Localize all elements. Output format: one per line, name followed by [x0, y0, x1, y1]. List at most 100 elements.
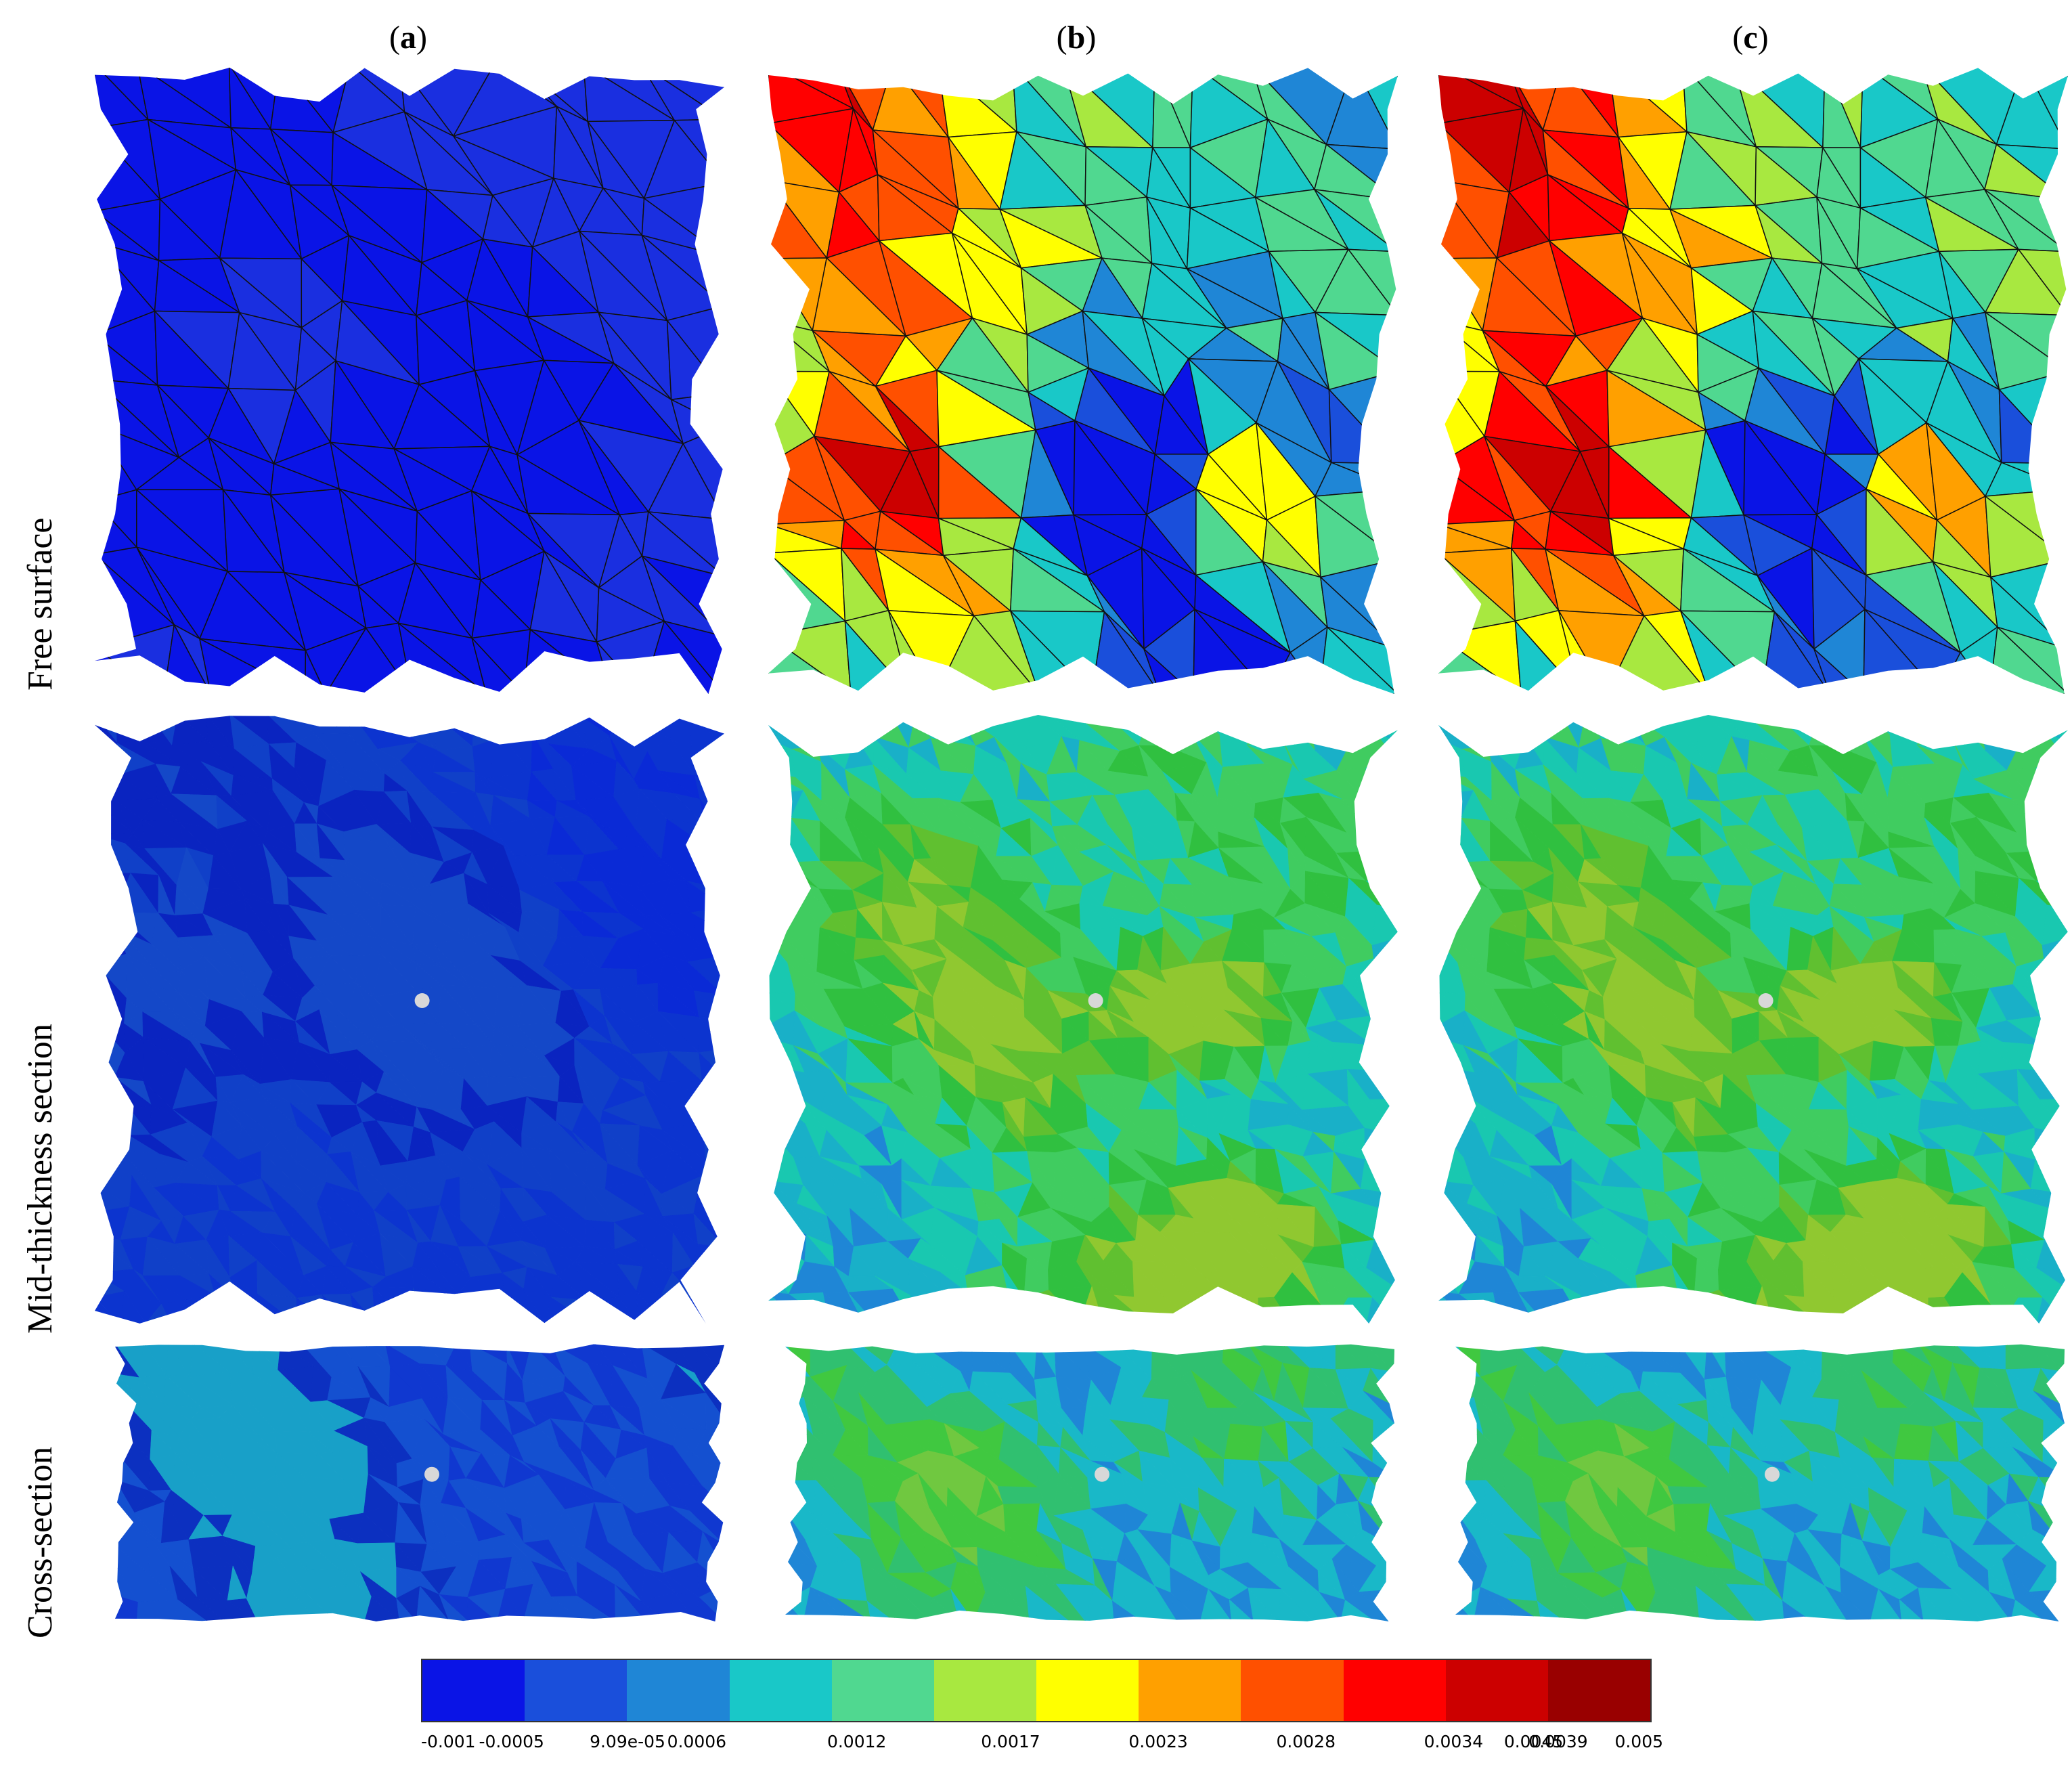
- mesh-element: [701, 1160, 724, 1190]
- mesh-element: [410, 1287, 430, 1324]
- mesh-element: [1376, 1204, 1398, 1233]
- mesh-element: [699, 798, 724, 832]
- colorbar-swatch: [525, 1660, 627, 1721]
- panel-c-free-surface: [1438, 64, 2068, 694]
- mesh-element: [1476, 715, 1499, 747]
- mesh-element: [1580, 1289, 1611, 1324]
- mesh-element: [433, 716, 473, 750]
- panel-a-cross-section: [115, 1344, 724, 1621]
- mesh-element: [1438, 848, 1461, 877]
- mesh-element: [116, 716, 144, 743]
- mesh-element: [2042, 944, 2068, 965]
- mesh-element: [686, 880, 724, 913]
- mesh-element: [1374, 1207, 1398, 1240]
- mesh-element: [95, 1137, 122, 1160]
- mesh-element: [1005, 1288, 1017, 1324]
- mesh-element: [768, 793, 791, 832]
- row-label-cross-section: Cross-section: [21, 1446, 60, 1638]
- mesh-element: [701, 1076, 724, 1099]
- mesh-element: [1870, 1292, 1895, 1324]
- colorbar-swatch: [1241, 1660, 1344, 1721]
- field-plot: [95, 67, 724, 694]
- mesh-element: [2035, 767, 2068, 802]
- mesh-element: [1473, 1586, 1518, 1621]
- mesh-element: [703, 1094, 724, 1133]
- mesh-element: [95, 843, 131, 874]
- colorbar-swatch: [933, 1660, 1037, 1721]
- mesh-element: [827, 715, 856, 737]
- paren-close: ): [1085, 20, 1097, 56]
- mesh-element: [694, 775, 724, 800]
- mesh-element: [1990, 1304, 2002, 1324]
- grain-field: [768, 715, 1398, 1324]
- mesh-element: [335, 1584, 366, 1621]
- field-plot: [768, 68, 1398, 694]
- mesh-element: [95, 1107, 131, 1136]
- grain-field: [785, 1344, 1394, 1621]
- mesh-element: [1364, 1127, 1398, 1160]
- mesh-element: [246, 1598, 284, 1621]
- colorbar-swatch: [1036, 1660, 1139, 1721]
- mesh-element: [1438, 817, 1461, 863]
- paren-open: (: [1056, 20, 1067, 56]
- mesh-element: [1891, 1292, 1929, 1324]
- mesh-element: [1438, 1231, 1476, 1267]
- colorbar-tick-label: 0.005: [1614, 1732, 1664, 1751]
- mesh-element: [1841, 715, 1867, 733]
- mesh-element: [1007, 1288, 1024, 1324]
- mesh-element: [95, 749, 118, 776]
- mesh-element: [1685, 1298, 1736, 1324]
- colorbar-tick-label: 9.09e-05: [590, 1732, 665, 1751]
- mesh-element: [1461, 715, 1489, 749]
- field-plot: [95, 716, 724, 1324]
- mesh-element: [1835, 715, 1862, 747]
- mesh-element: [701, 1176, 724, 1206]
- mesh-element: [1359, 715, 1398, 742]
- mesh-element: [2043, 1043, 2068, 1068]
- mesh-element: [1718, 1286, 1763, 1324]
- mesh-element: [1564, 1588, 1602, 1621]
- mesh-element: [1675, 1590, 1700, 1621]
- mesh-element: [95, 873, 116, 913]
- mesh-element: [223, 1600, 259, 1621]
- colorbar-tick-label: -0.0005: [479, 1732, 544, 1751]
- panel-c-cross-section: [1455, 1344, 2065, 1621]
- mesh-element: [1438, 1066, 1463, 1094]
- mesh-element: [504, 716, 533, 734]
- mesh-element: [817, 715, 856, 747]
- mesh-element: [2043, 958, 2068, 995]
- field-plot: [115, 1344, 724, 1621]
- mesh-element: [1811, 1586, 1848, 1621]
- mesh-element: [321, 1293, 356, 1324]
- panel-b-free-surface: [768, 64, 1398, 694]
- mesh-element: [95, 899, 120, 930]
- mesh-element: [215, 1294, 242, 1324]
- mesh-element: [586, 1300, 608, 1324]
- mesh-element: [768, 817, 791, 863]
- mesh-element: [768, 1231, 806, 1267]
- paren-open: (: [389, 20, 400, 56]
- mesh-element: [855, 715, 874, 737]
- mesh-element: [2003, 715, 2047, 735]
- mesh-element: [1361, 851, 1398, 882]
- mesh-element: [1610, 1289, 1638, 1324]
- mesh-element: [2035, 761, 2068, 802]
- mesh-element: [768, 620, 852, 694]
- mesh-element: [2040, 1011, 2068, 1044]
- colorbar-tick-label: 0.0017: [981, 1732, 1040, 1751]
- mesh-element: [1373, 958, 1398, 995]
- mesh-element: [1929, 715, 1956, 741]
- grain-field: [1438, 715, 2068, 1324]
- mesh-element: [1055, 1584, 1086, 1621]
- mesh-element: [95, 768, 116, 802]
- mesh-element: [1840, 1592, 1871, 1621]
- mesh-element: [2044, 1207, 2068, 1240]
- mesh-element: [1983, 1592, 2012, 1621]
- mesh-element: [1438, 548, 1516, 623]
- mesh-element: [1870, 1588, 1902, 1621]
- mesh-element: [1438, 620, 1522, 694]
- colorbar-tick-label: 0.0012: [826, 1732, 887, 1751]
- mesh-element: [894, 1588, 931, 1621]
- mesh-element: [2029, 1592, 2065, 1621]
- column-label-a: (a): [340, 19, 476, 56]
